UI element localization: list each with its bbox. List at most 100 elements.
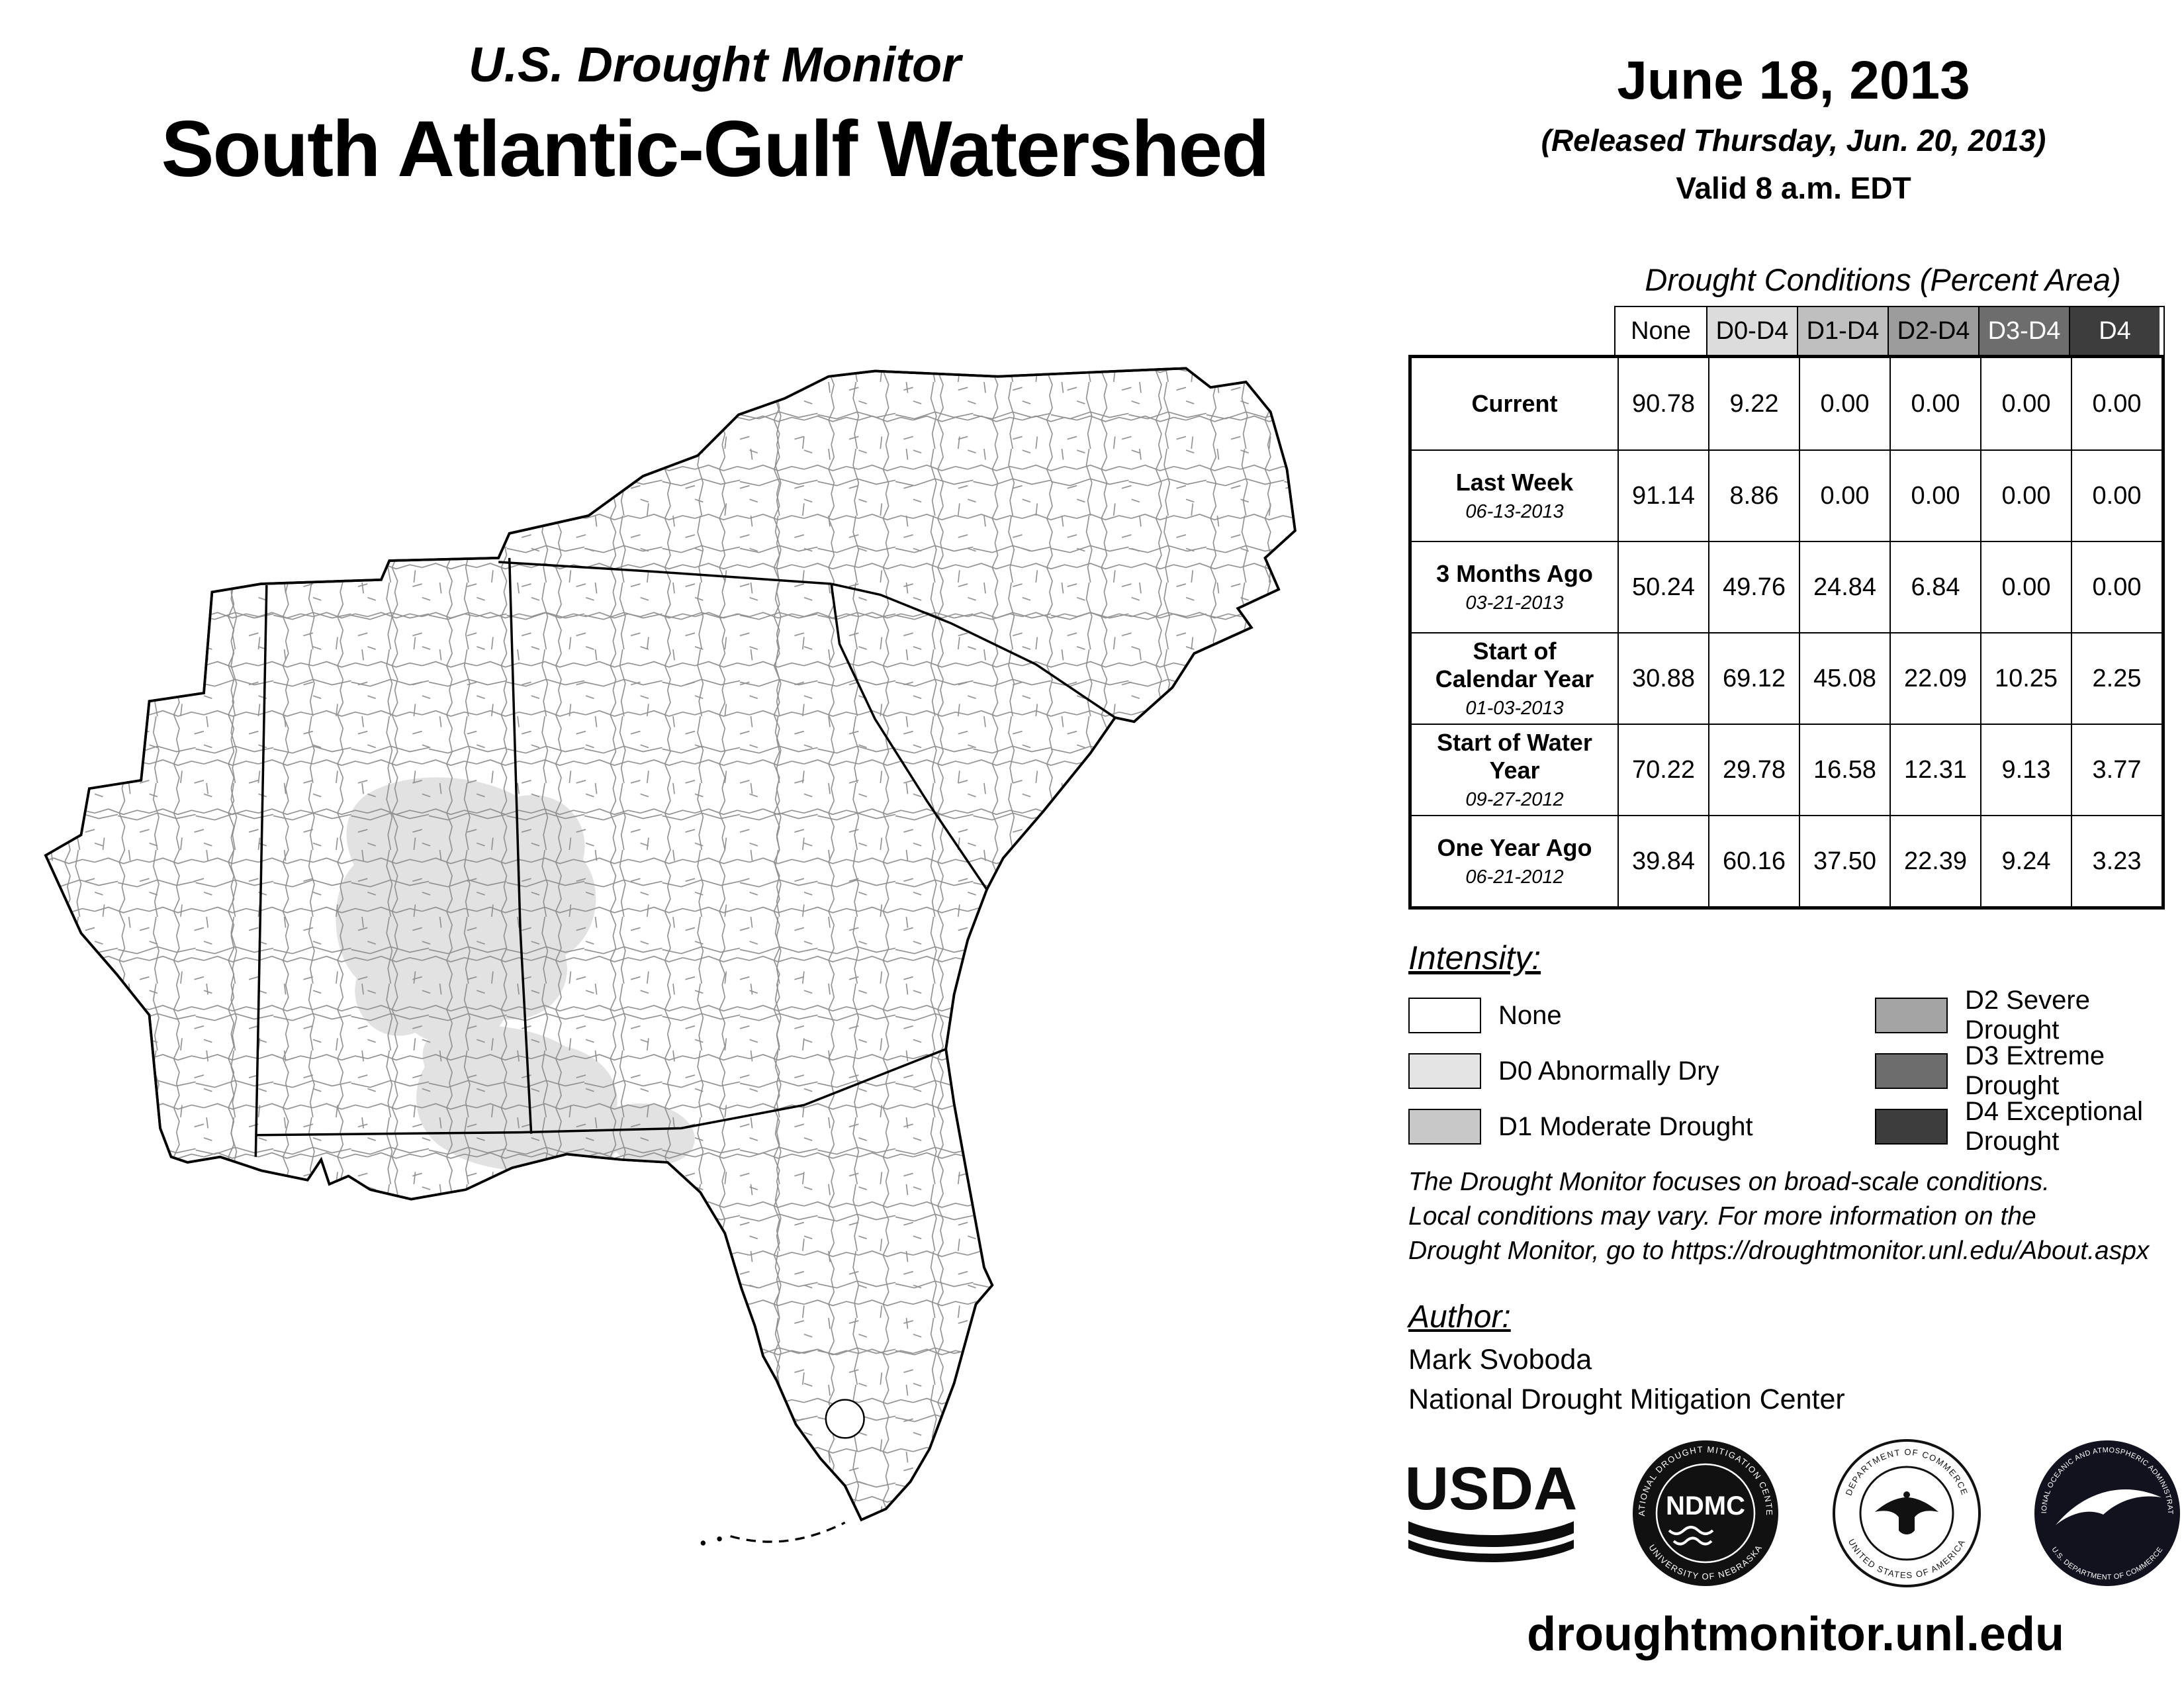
released-date: (Released Thursday, Jun. 20, 2013) <box>1541 123 2046 158</box>
row-label-start-water-year: Start of Water Year 09-27-2012 <box>1412 724 1617 815</box>
row-label-text: Last Week <box>1455 468 1574 496</box>
author-name: Mark Svoboda <box>1408 1344 1592 1376</box>
commerce-eagle-head <box>1903 1491 1910 1498</box>
table-value: 3.23 <box>2071 815 2161 906</box>
row-label-date: 01-03-2013 <box>1465 698 1564 720</box>
intensity-legend: None D0 Abnormally Dry D1 Moderate Droug… <box>1408 986 2183 1156</box>
author-organization: National Drought Mitigation Center <box>1408 1383 1845 1415</box>
table-value: 50.24 <box>1617 541 1708 632</box>
table-value: 0.00 <box>1980 449 2071 541</box>
legend-label: None <box>1498 1000 1562 1030</box>
noaa-logo-icon: NATIONAL OCEANIC AND ATMOSPHERIC ADMINIS… <box>2034 1440 2180 1586</box>
table-header-row: None D0-D4 D1-D4 D2-D4 D3-D4 D4 <box>1614 306 2165 355</box>
usda-wordmark: USDA <box>1405 1455 1578 1523</box>
watershed-outline-stroke <box>44 367 1297 1522</box>
table-value: 0.00 <box>1799 449 1889 541</box>
table-value: 39.84 <box>1617 815 1708 906</box>
table-value: 0.00 <box>1889 358 1980 449</box>
ndmc-logo-icon: NATIONAL DROUGHT MITIGATION CENTER UNIVE… <box>1633 1440 1779 1586</box>
legend-item-d3: D3 Extreme Drought <box>1875 1041 2183 1101</box>
disclaimer-line: The Drought Monitor focuses on broad-sca… <box>1408 1168 2050 1196</box>
table-value: 60.16 <box>1708 815 1799 906</box>
row-label-text: Start of Calendar Year <box>1435 637 1594 692</box>
legend-label: D4 Exceptional Drought <box>1965 1097 2144 1156</box>
table-value: 22.09 <box>1889 632 1980 724</box>
disclaimer-line: Drought Monitor, go to https://droughtmo… <box>1408 1236 2150 1265</box>
row-label-one-year-ago: One Year Ago 06-21-2012 <box>1412 815 1617 906</box>
row-label-text: Start of Water Year <box>1437 728 1592 784</box>
table-value: 22.39 <box>1889 815 1980 906</box>
usda-logo-icon: USDA <box>1405 1455 1578 1562</box>
table-value: 90.78 <box>1617 358 1708 449</box>
legend-item-none: None <box>1408 998 1875 1033</box>
table-value: 0.00 <box>1980 358 2071 449</box>
usda-swoosh-band <box>1408 1540 1574 1562</box>
commerce-seal-icon: DEPARTMENT OF COMMERCE UNITED STATES OF … <box>1832 1438 1981 1587</box>
noaa-seagull-shape <box>2055 1489 2161 1525</box>
florida-keys-islet <box>700 1540 706 1546</box>
col-header-d4: D4 <box>2069 307 2160 355</box>
ndmc-wordmark: NDMC <box>1666 1491 1745 1521</box>
state-boundaries <box>254 557 1116 1157</box>
lake-okeechobee <box>825 1399 865 1439</box>
disclaimer-line: Local conditions may vary. For more info… <box>1408 1201 2036 1231</box>
legend-label: D1 Moderate Drought <box>1498 1111 1753 1141</box>
watershed-map-svg <box>44 367 1297 1546</box>
state-line-al-ga <box>508 557 533 1134</box>
table-value: 0.00 <box>2071 541 2161 632</box>
col-header-none: None <box>1615 307 1706 355</box>
table-body: Current 90.78 9.22 0.00 0.00 0.00 0.00 L… <box>1408 355 2165 910</box>
table-value: 24.84 <box>1799 541 1889 632</box>
legend-item-d4: D4 Exceptional Drought <box>1875 1097 2183 1156</box>
legend-item-d0: D0 Abnormally Dry <box>1408 1053 1875 1089</box>
date-block: June 18, 2013 (Released Thursday, Jun. 2… <box>1469 50 2118 206</box>
table-value: 0.00 <box>1980 541 2071 632</box>
table-value: 91.14 <box>1617 449 1708 541</box>
footer-url: droughtmonitor.unl.edu <box>1527 1608 2064 1661</box>
legend-item-d2: D2 Severe Drought <box>1875 986 2183 1045</box>
row-label-start-calendar-year: Start of Calendar Year 01-03-2013 <box>1412 632 1617 724</box>
col-header-d2d4: D2-D4 <box>1888 307 1978 355</box>
watershed-map <box>40 248 1350 1633</box>
usda-swoosh-band <box>1408 1521 1574 1547</box>
commerce-eagle-emblem <box>1874 1497 1938 1534</box>
legend-swatch-d2 <box>1875 998 1948 1033</box>
row-label-date: 06-21-2012 <box>1465 867 1564 888</box>
table-title: Drought Conditions (Percent Area) <box>1645 262 2121 297</box>
row-label-text: One Year Ago <box>1437 833 1592 861</box>
table-value: 9.13 <box>1980 724 2071 815</box>
state-line-florida-north <box>255 1048 946 1137</box>
state-line-ga-sc <box>830 583 988 890</box>
table-value: 16.58 <box>1799 724 1889 815</box>
table-value: 2.25 <box>2071 632 2161 724</box>
legend-label: D3 Extreme Drought <box>1965 1041 2105 1100</box>
table-value: 45.08 <box>1799 632 1889 724</box>
row-label-3-months-ago: 3 Months Ago 03-21-2013 <box>1412 541 1617 632</box>
table-value: 70.22 <box>1617 724 1708 815</box>
state-line-ms-al <box>254 585 268 1157</box>
legend-swatch-d4 <box>1875 1109 1948 1145</box>
florida-keys <box>730 1521 846 1543</box>
table-value: 0.00 <box>2071 358 2161 449</box>
florida-keys-islet <box>717 1536 722 1542</box>
row-label-last-week: Last Week 06-13-2013 <box>1412 449 1617 541</box>
legend-swatch-d0 <box>1408 1053 1481 1089</box>
drought-conditions-table: None D0-D4 D1-D4 D2-D4 D3-D4 D4 Current … <box>1408 306 2165 910</box>
table-value: 29.78 <box>1708 724 1799 815</box>
monitor-title: U.S. Drought Monitor <box>469 37 961 92</box>
legend-item-d1: D1 Moderate Drought <box>1408 1109 1875 1145</box>
state-line-nc-sc <box>831 583 1116 719</box>
table-value: 0.00 <box>1799 358 1889 449</box>
table-value: 69.12 <box>1708 632 1799 724</box>
legend-label: D0 Abnormally Dry <box>1498 1056 1719 1086</box>
ndmc-waves <box>1668 1525 1714 1545</box>
table-value: 6.84 <box>1889 541 1980 632</box>
table-value: 12.31 <box>1889 724 1980 815</box>
table-value: 8.86 <box>1708 449 1799 541</box>
logo-row: USDA NATIONAL DROUGHT MITIGATION CENTER … <box>1402 1435 2183 1591</box>
disclaimer-text: The Drought Monitor focuses on broad-sca… <box>1408 1165 2149 1268</box>
table-value: 49.76 <box>1708 541 1799 632</box>
table-value: 10.25 <box>1980 632 2071 724</box>
valid-time: Valid 8 a.m. EDT <box>1676 171 1911 205</box>
intensity-heading: Intensity: <box>1408 939 1541 976</box>
